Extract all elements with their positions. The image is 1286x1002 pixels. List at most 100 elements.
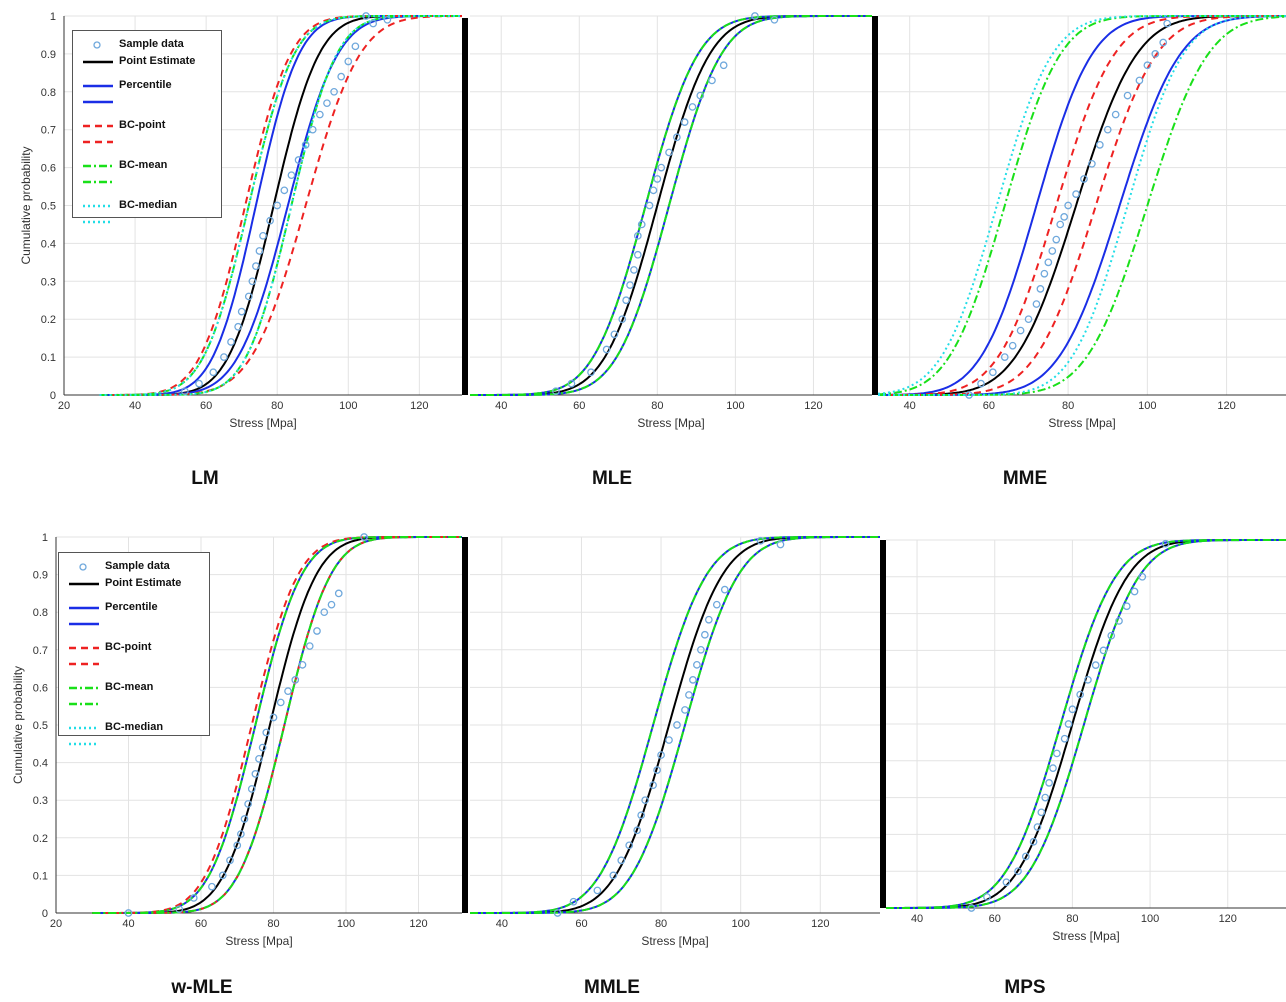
sample-data-point (334, 589, 343, 598)
sample-data-point (1002, 878, 1011, 887)
x-tick-label: 40 (904, 400, 916, 412)
x-tick-label: 60 (989, 913, 1001, 925)
legend-entry-sample-data: Sample data (73, 37, 221, 71)
sample-data-point (287, 171, 296, 180)
sample-data-point (1044, 258, 1053, 267)
sample-data-point (1024, 315, 1033, 324)
sample-data-point (320, 608, 329, 617)
sample-data-point (258, 743, 267, 752)
sample-data-point (602, 345, 611, 354)
y-tick-label: 0.3 (41, 276, 56, 288)
y-tick-label: 0.5 (41, 201, 56, 213)
sample-data-point (641, 796, 649, 805)
series-line-bc-median (877, 15, 1286, 395)
sample-data-point (770, 15, 779, 24)
legend-label: BC-mean (105, 681, 154, 693)
sample-data-point (967, 904, 976, 912)
sample-data-point (633, 250, 642, 259)
legend-label: Percentile (105, 601, 158, 613)
sample-data-point (649, 186, 658, 195)
x-axis-label: Stress [Mpa] (1052, 929, 1119, 943)
legend-entry-bc-median: BC-median (73, 198, 221, 232)
sample-data-point (1080, 175, 1088, 183)
sample-data-point (269, 713, 278, 722)
sample-data-point (965, 391, 973, 399)
panel-mme: 40 60 80 100 120 Stress [Mpa] (877, 15, 1286, 430)
sample-data-point (1072, 190, 1080, 198)
sample-data-point (1014, 867, 1022, 876)
legend-label: BC-point (119, 119, 166, 131)
legend-lm: Sample data Point Estimate Percentile BC-po… (72, 30, 222, 224)
x-tick-label: 80 (651, 400, 663, 412)
sample-data-point (633, 231, 642, 240)
sample-data-point (552, 387, 560, 396)
y-tick-label: 0.6 (41, 163, 56, 175)
sample-data-point (626, 281, 634, 289)
legend-label: Percentile (119, 79, 172, 91)
sample-data-point (569, 897, 578, 906)
sample-data-point (240, 815, 249, 823)
y-tick-label: 0.4 (41, 238, 56, 250)
sample-data-point (1053, 749, 1061, 758)
sample-data-point (234, 322, 242, 331)
sample-data-point (1037, 808, 1046, 817)
sample-data-point (665, 736, 673, 744)
sample-data-point (308, 125, 317, 134)
sample-data-point (1115, 617, 1123, 625)
panel-title-mmle: MMLE (584, 977, 640, 998)
sample-data-point (255, 754, 263, 763)
sample-data-point (124, 909, 133, 917)
y-tick-label: 0 (50, 390, 56, 402)
sample-data-point (1041, 793, 1050, 802)
x-tick-label: 80 (271, 400, 283, 412)
series-line-bc-point (878, 15, 1286, 396)
sample-data-point (649, 781, 657, 790)
sample-data-point (1103, 125, 1112, 134)
y-tick-label: 0.7 (41, 125, 56, 137)
legend-swatch (83, 164, 113, 184)
sample-data-point (653, 766, 661, 774)
legend-swatch (79, 563, 87, 571)
y-tick-label: 0.7 (33, 645, 48, 657)
x-axis-label: Stress [Mpa] (637, 416, 704, 430)
legend-label: Sample data (119, 38, 184, 50)
sample-data-point (273, 201, 282, 210)
sample-data-point (1008, 341, 1017, 350)
sample-data-point (673, 721, 681, 729)
y-tick-label: 0.3 (33, 795, 48, 807)
sample-data-point (251, 770, 260, 778)
sample-data-point (1138, 572, 1147, 581)
sample-data-point (704, 615, 713, 624)
sample-data-point (1159, 38, 1168, 47)
x-tick-label: 120 (804, 400, 822, 412)
sample-data-point (1036, 285, 1045, 293)
panel-title-mle: MLE (591, 468, 633, 489)
panel-separator (462, 18, 468, 395)
sample-data-point (294, 156, 303, 164)
sample-data-point (1029, 837, 1038, 846)
series-line-bc-point (92, 536, 462, 914)
sample-data-point (226, 856, 234, 865)
sample-data-point (1016, 326, 1025, 335)
sample-data-point (323, 99, 331, 108)
sample-data-point (316, 110, 324, 119)
sample-data-point (681, 706, 689, 714)
sample-data-point (1091, 661, 1100, 669)
sample-data-point (610, 330, 619, 339)
sample-data-point (284, 687, 292, 696)
sample-data-point (609, 871, 618, 880)
x-tick-label: 100 (1138, 400, 1156, 412)
legend-label: BC-point (105, 641, 152, 653)
sample-data-point (696, 91, 705, 100)
sample-data-point (189, 894, 198, 902)
sample-data-point (1163, 19, 1172, 28)
sample-data-point (280, 186, 289, 195)
sample-data-point (1095, 141, 1104, 149)
sample-data-point (633, 826, 642, 835)
x-tick-label: 120 (811, 918, 829, 930)
x-axis-label: Stress [Mpa] (229, 416, 296, 430)
sample-data-point (689, 676, 697, 684)
panel-mle: 40 60 80 100 120 Stress [Mpa] (470, 12, 872, 430)
sample-data-point (1111, 110, 1120, 119)
